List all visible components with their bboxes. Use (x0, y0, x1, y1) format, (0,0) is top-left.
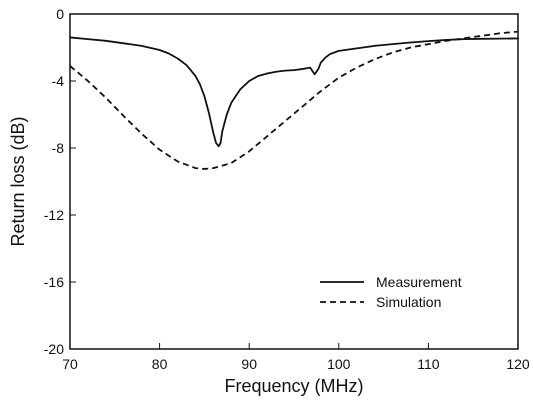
plot-layer (69, 30, 519, 170)
y-tick-label: -8 (52, 140, 65, 156)
x-axis-label: Frequency (MHz) (224, 376, 363, 396)
y-tick-label: -20 (44, 341, 64, 357)
legend-label: Measurement (376, 274, 462, 290)
y-tick-label: -12 (44, 207, 64, 223)
y-tick-label: 0 (56, 6, 64, 22)
series-line-simulation (69, 30, 519, 170)
legend-label: Simulation (376, 294, 441, 310)
x-tick-label: 120 (506, 356, 530, 372)
y-axis-label: Return loss (dB) (8, 116, 28, 246)
y-tick-label: -4 (52, 73, 65, 89)
x-tick-label: 110 (417, 356, 440, 372)
x-tick-label: 70 (62, 356, 78, 372)
x-tick-label: 90 (241, 356, 257, 372)
ticks-layer: 70 80 90 100 110 120 0 -4 -8 -12 -16 -20 (44, 6, 530, 372)
x-tick-label: 80 (152, 356, 168, 372)
y-tick-label: -16 (44, 274, 64, 290)
legend: Measurement Simulation (320, 274, 462, 310)
series-line-measurement (69, 36, 519, 148)
plot-frame (69, 13, 519, 350)
x-tick-label: 100 (327, 356, 351, 372)
